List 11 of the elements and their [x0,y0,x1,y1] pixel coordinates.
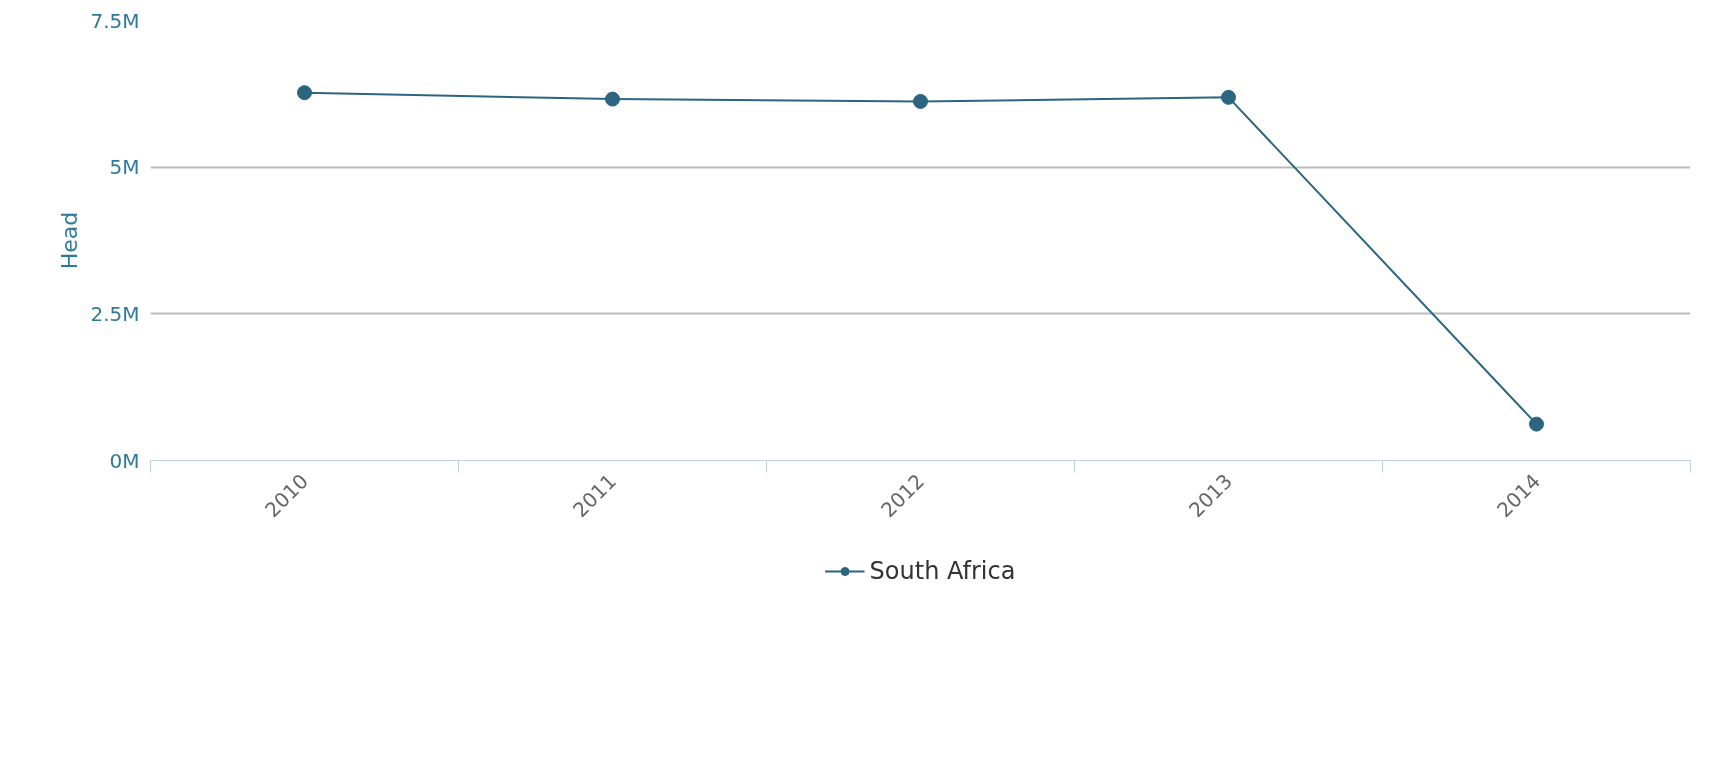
point [1529,416,1544,432]
point [605,91,620,107]
legend-label: South Africa [869,557,1016,585]
y-tick-label: 5M [109,155,140,180]
y-tick-label: 2.5M [90,301,140,326]
point [913,93,928,109]
point [1221,89,1236,105]
point [297,85,312,101]
y-tick-label: 7.5M [90,8,140,33]
y-axis-title: Head [57,211,83,270]
y-tick-label: 0M [109,448,140,473]
